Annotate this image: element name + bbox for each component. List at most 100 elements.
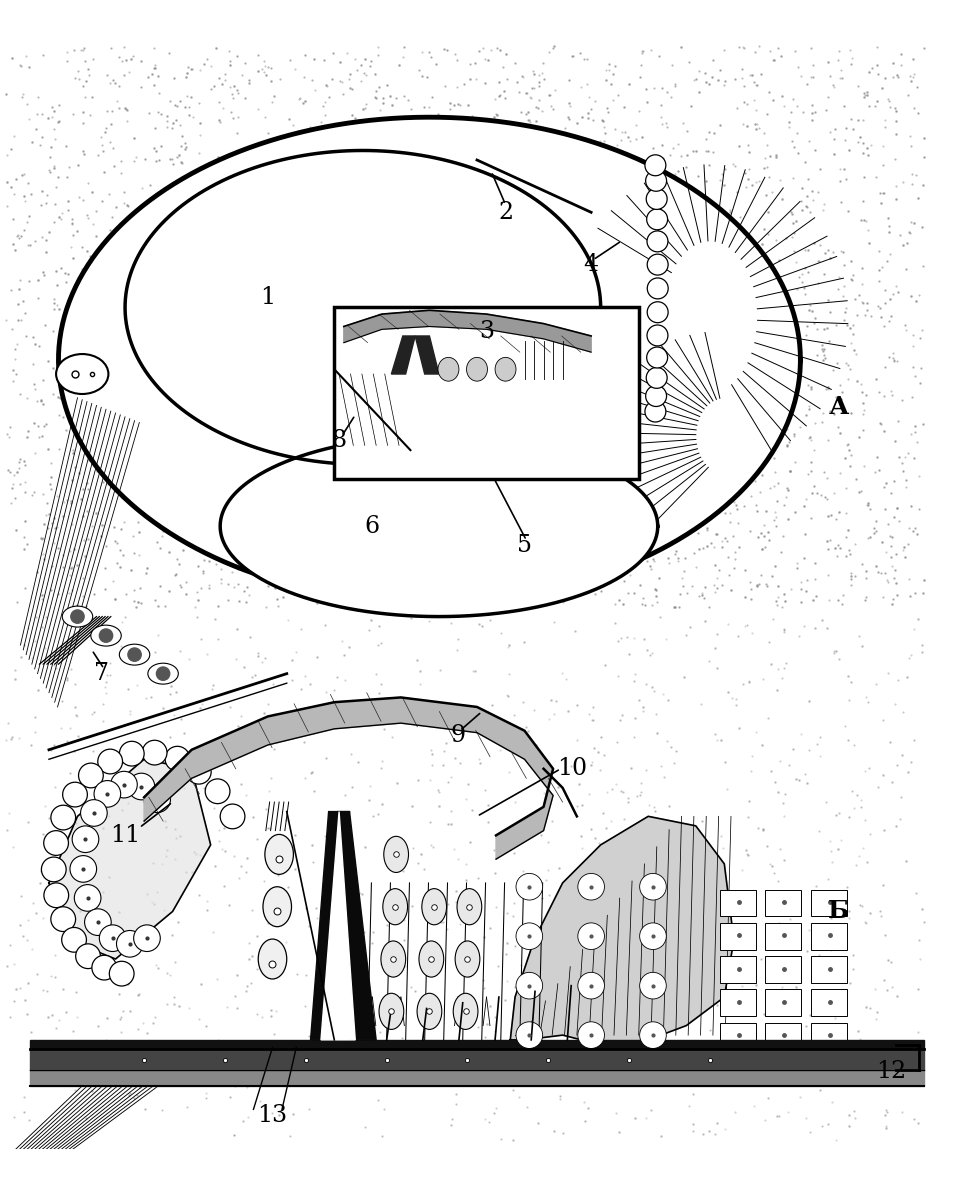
Bar	[810, 922, 846, 949]
Polygon shape	[415, 336, 438, 375]
Polygon shape	[125, 151, 600, 464]
Bar	[810, 957, 846, 982]
Circle shape	[70, 855, 96, 882]
Ellipse shape	[62, 607, 92, 627]
Circle shape	[94, 781, 120, 807]
Circle shape	[646, 209, 667, 230]
Ellipse shape	[258, 939, 287, 979]
Circle shape	[644, 154, 665, 176]
Circle shape	[646, 302, 667, 323]
Circle shape	[111, 772, 137, 798]
Circle shape	[516, 1021, 542, 1048]
Circle shape	[516, 873, 542, 900]
Circle shape	[128, 773, 154, 800]
Bar	[719, 889, 755, 916]
Circle shape	[646, 231, 667, 252]
Circle shape	[516, 972, 542, 999]
Ellipse shape	[455, 941, 479, 977]
Polygon shape	[49, 760, 211, 959]
Ellipse shape	[378, 993, 403, 1030]
Circle shape	[220, 805, 245, 829]
Bar	[810, 889, 846, 916]
Ellipse shape	[416, 993, 441, 1030]
Circle shape	[110, 961, 134, 986]
Circle shape	[128, 648, 141, 661]
Text: 12: 12	[875, 1060, 905, 1083]
Polygon shape	[220, 436, 657, 616]
Circle shape	[186, 760, 211, 785]
Polygon shape	[336, 812, 375, 1040]
Bar	[810, 1023, 846, 1050]
Circle shape	[63, 782, 88, 807]
Ellipse shape	[91, 626, 121, 646]
Text: 3: 3	[478, 319, 494, 343]
Circle shape	[578, 922, 604, 949]
Circle shape	[639, 873, 665, 900]
Circle shape	[645, 188, 666, 210]
Circle shape	[639, 1021, 665, 1048]
Circle shape	[51, 806, 75, 830]
Polygon shape	[58, 117, 800, 602]
Text: 7: 7	[93, 662, 109, 686]
Text: 6: 6	[364, 515, 379, 537]
Bar	[719, 1023, 755, 1050]
Ellipse shape	[418, 941, 443, 977]
Circle shape	[72, 826, 99, 853]
Circle shape	[578, 873, 604, 900]
Ellipse shape	[56, 355, 109, 393]
Text: 1: 1	[260, 286, 275, 310]
Bar	[764, 990, 801, 1017]
Circle shape	[74, 885, 101, 912]
Circle shape	[646, 254, 667, 276]
Text: 9: 9	[450, 724, 465, 747]
Bar	[719, 957, 755, 982]
Circle shape	[639, 972, 665, 999]
Polygon shape	[30, 1071, 923, 1086]
Circle shape	[44, 882, 69, 907]
Circle shape	[645, 385, 666, 406]
Bar	[719, 922, 755, 949]
Circle shape	[75, 944, 100, 968]
Circle shape	[98, 749, 122, 774]
Ellipse shape	[495, 357, 516, 382]
Circle shape	[578, 1021, 604, 1048]
Ellipse shape	[383, 836, 408, 873]
Bar	[764, 889, 801, 916]
Polygon shape	[30, 1040, 923, 1050]
Circle shape	[116, 931, 143, 957]
Text: 11: 11	[110, 823, 140, 847]
Polygon shape	[510, 816, 733, 1045]
Ellipse shape	[382, 888, 407, 925]
Circle shape	[646, 278, 667, 299]
Bar	[764, 1023, 801, 1050]
Polygon shape	[144, 697, 553, 859]
Ellipse shape	[380, 941, 405, 977]
Polygon shape	[30, 1050, 923, 1071]
Ellipse shape	[453, 993, 477, 1030]
Circle shape	[516, 922, 542, 949]
Circle shape	[646, 348, 667, 368]
Circle shape	[51, 907, 75, 932]
Polygon shape	[391, 336, 415, 375]
Bar	[764, 957, 801, 982]
Bar	[334, 307, 639, 478]
Circle shape	[205, 779, 230, 803]
Circle shape	[144, 786, 171, 813]
Ellipse shape	[265, 834, 294, 874]
Ellipse shape	[119, 644, 150, 666]
Bar	[810, 990, 846, 1017]
Circle shape	[78, 763, 103, 788]
Circle shape	[644, 401, 665, 422]
Polygon shape	[311, 812, 349, 1040]
Bar	[764, 922, 801, 949]
Ellipse shape	[466, 357, 487, 382]
Circle shape	[99, 629, 112, 642]
Circle shape	[91, 955, 116, 980]
Ellipse shape	[263, 887, 292, 927]
Text: 8: 8	[331, 429, 346, 452]
Circle shape	[578, 972, 604, 999]
Circle shape	[156, 667, 170, 681]
Circle shape	[71, 610, 84, 623]
Circle shape	[645, 171, 666, 191]
Bar	[719, 990, 755, 1017]
